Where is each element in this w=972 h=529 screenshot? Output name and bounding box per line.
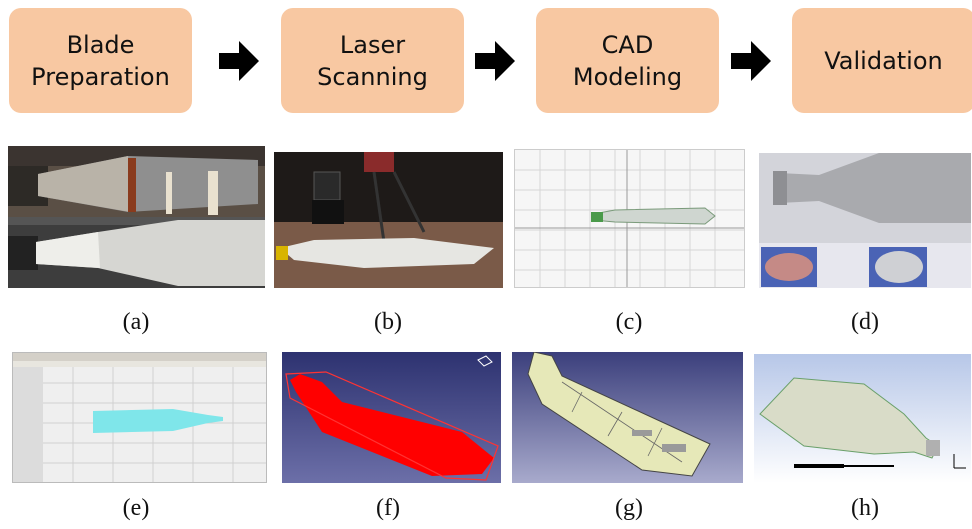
- cad-solid-model-view: [282, 352, 501, 483]
- caption-b: (b): [374, 309, 402, 335]
- photo-laser-scanning: [274, 152, 503, 288]
- right-arrow-icon: [731, 41, 771, 81]
- photo-blade-preparation: [8, 146, 265, 288]
- step-label: Blade Preparation: [31, 30, 170, 91]
- right-arrow-icon: [475, 41, 515, 81]
- step-label: CAD Modeling: [572, 30, 683, 91]
- fea-validation-view: [754, 354, 971, 483]
- validation-deviation-view: [759, 153, 971, 288]
- step-label: Laser Scanning: [317, 30, 428, 91]
- right-arrow-icon: [219, 41, 259, 81]
- step-cad-modeling: CAD Modeling: [536, 8, 719, 113]
- caption-g: (g): [615, 495, 643, 521]
- step-validation: Validation: [792, 8, 972, 113]
- step-laser-scanning: Laser Scanning: [281, 8, 464, 113]
- scan-point-cloud-view: [514, 149, 745, 288]
- step-label: Validation: [824, 46, 943, 75]
- step-blade-preparation: Blade Preparation: [9, 8, 192, 113]
- caption-a: (a): [122, 309, 150, 335]
- caption-d: (d): [851, 309, 879, 335]
- caption-h: (h): [851, 495, 879, 521]
- caption-c: (c): [615, 309, 643, 335]
- cad-surface-model-view: [512, 352, 743, 483]
- caption-f: (f): [376, 495, 400, 521]
- caption-e: (e): [122, 495, 150, 521]
- mesh-software-view: [12, 352, 267, 483]
